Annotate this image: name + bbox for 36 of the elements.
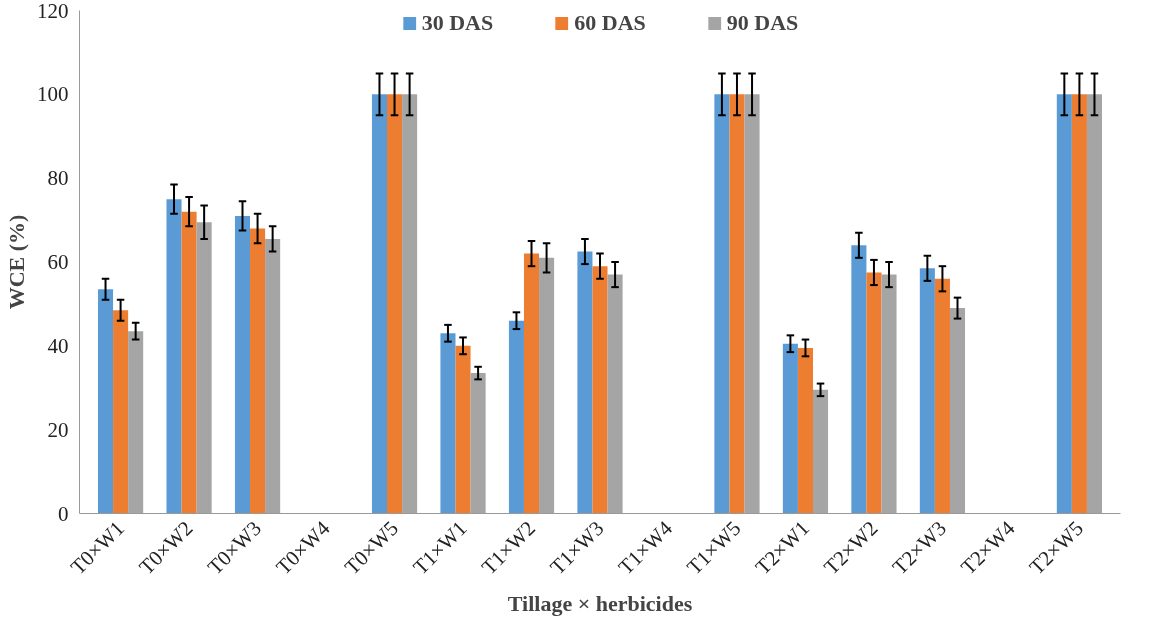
bar [181, 211, 197, 514]
bar [371, 94, 388, 514]
bar [440, 333, 456, 514]
bar [577, 251, 593, 514]
bar [729, 94, 745, 514]
y-tick-label: 100 [37, 82, 69, 107]
legend-label: 90 DAS [726, 10, 799, 36]
bar [1071, 94, 1087, 514]
legend-label: 30 DAS [421, 10, 494, 36]
bar [113, 310, 129, 514]
bar [592, 266, 608, 514]
bar [782, 343, 798, 514]
y-tick-label: 60 [47, 250, 69, 274]
bar [797, 347, 813, 514]
bar [387, 94, 403, 514]
bar [97, 289, 114, 514]
bar [166, 199, 182, 514]
y-tick-label: 0 [58, 501, 69, 526]
legend-label: 60 DAS [574, 10, 646, 36]
bar [1056, 94, 1072, 514]
bar [234, 215, 251, 514]
bar [250, 228, 266, 514]
bar [851, 245, 867, 514]
bar [508, 320, 524, 514]
y-tick-label: 80 [47, 166, 69, 191]
bar [919, 268, 935, 514]
y-tick-label: 20 [47, 417, 69, 442]
bar [523, 253, 540, 514]
bar [934, 278, 950, 514]
x-axis-title: Tillage × herbicides [507, 590, 693, 616]
y-tick-label: 40 [47, 333, 69, 358]
bar [455, 345, 471, 514]
bar [866, 272, 882, 514]
y-tick-label: 120 [37, 0, 69, 23]
bar [714, 94, 730, 514]
y-axis-title: WCE (%) [4, 214, 29, 310]
